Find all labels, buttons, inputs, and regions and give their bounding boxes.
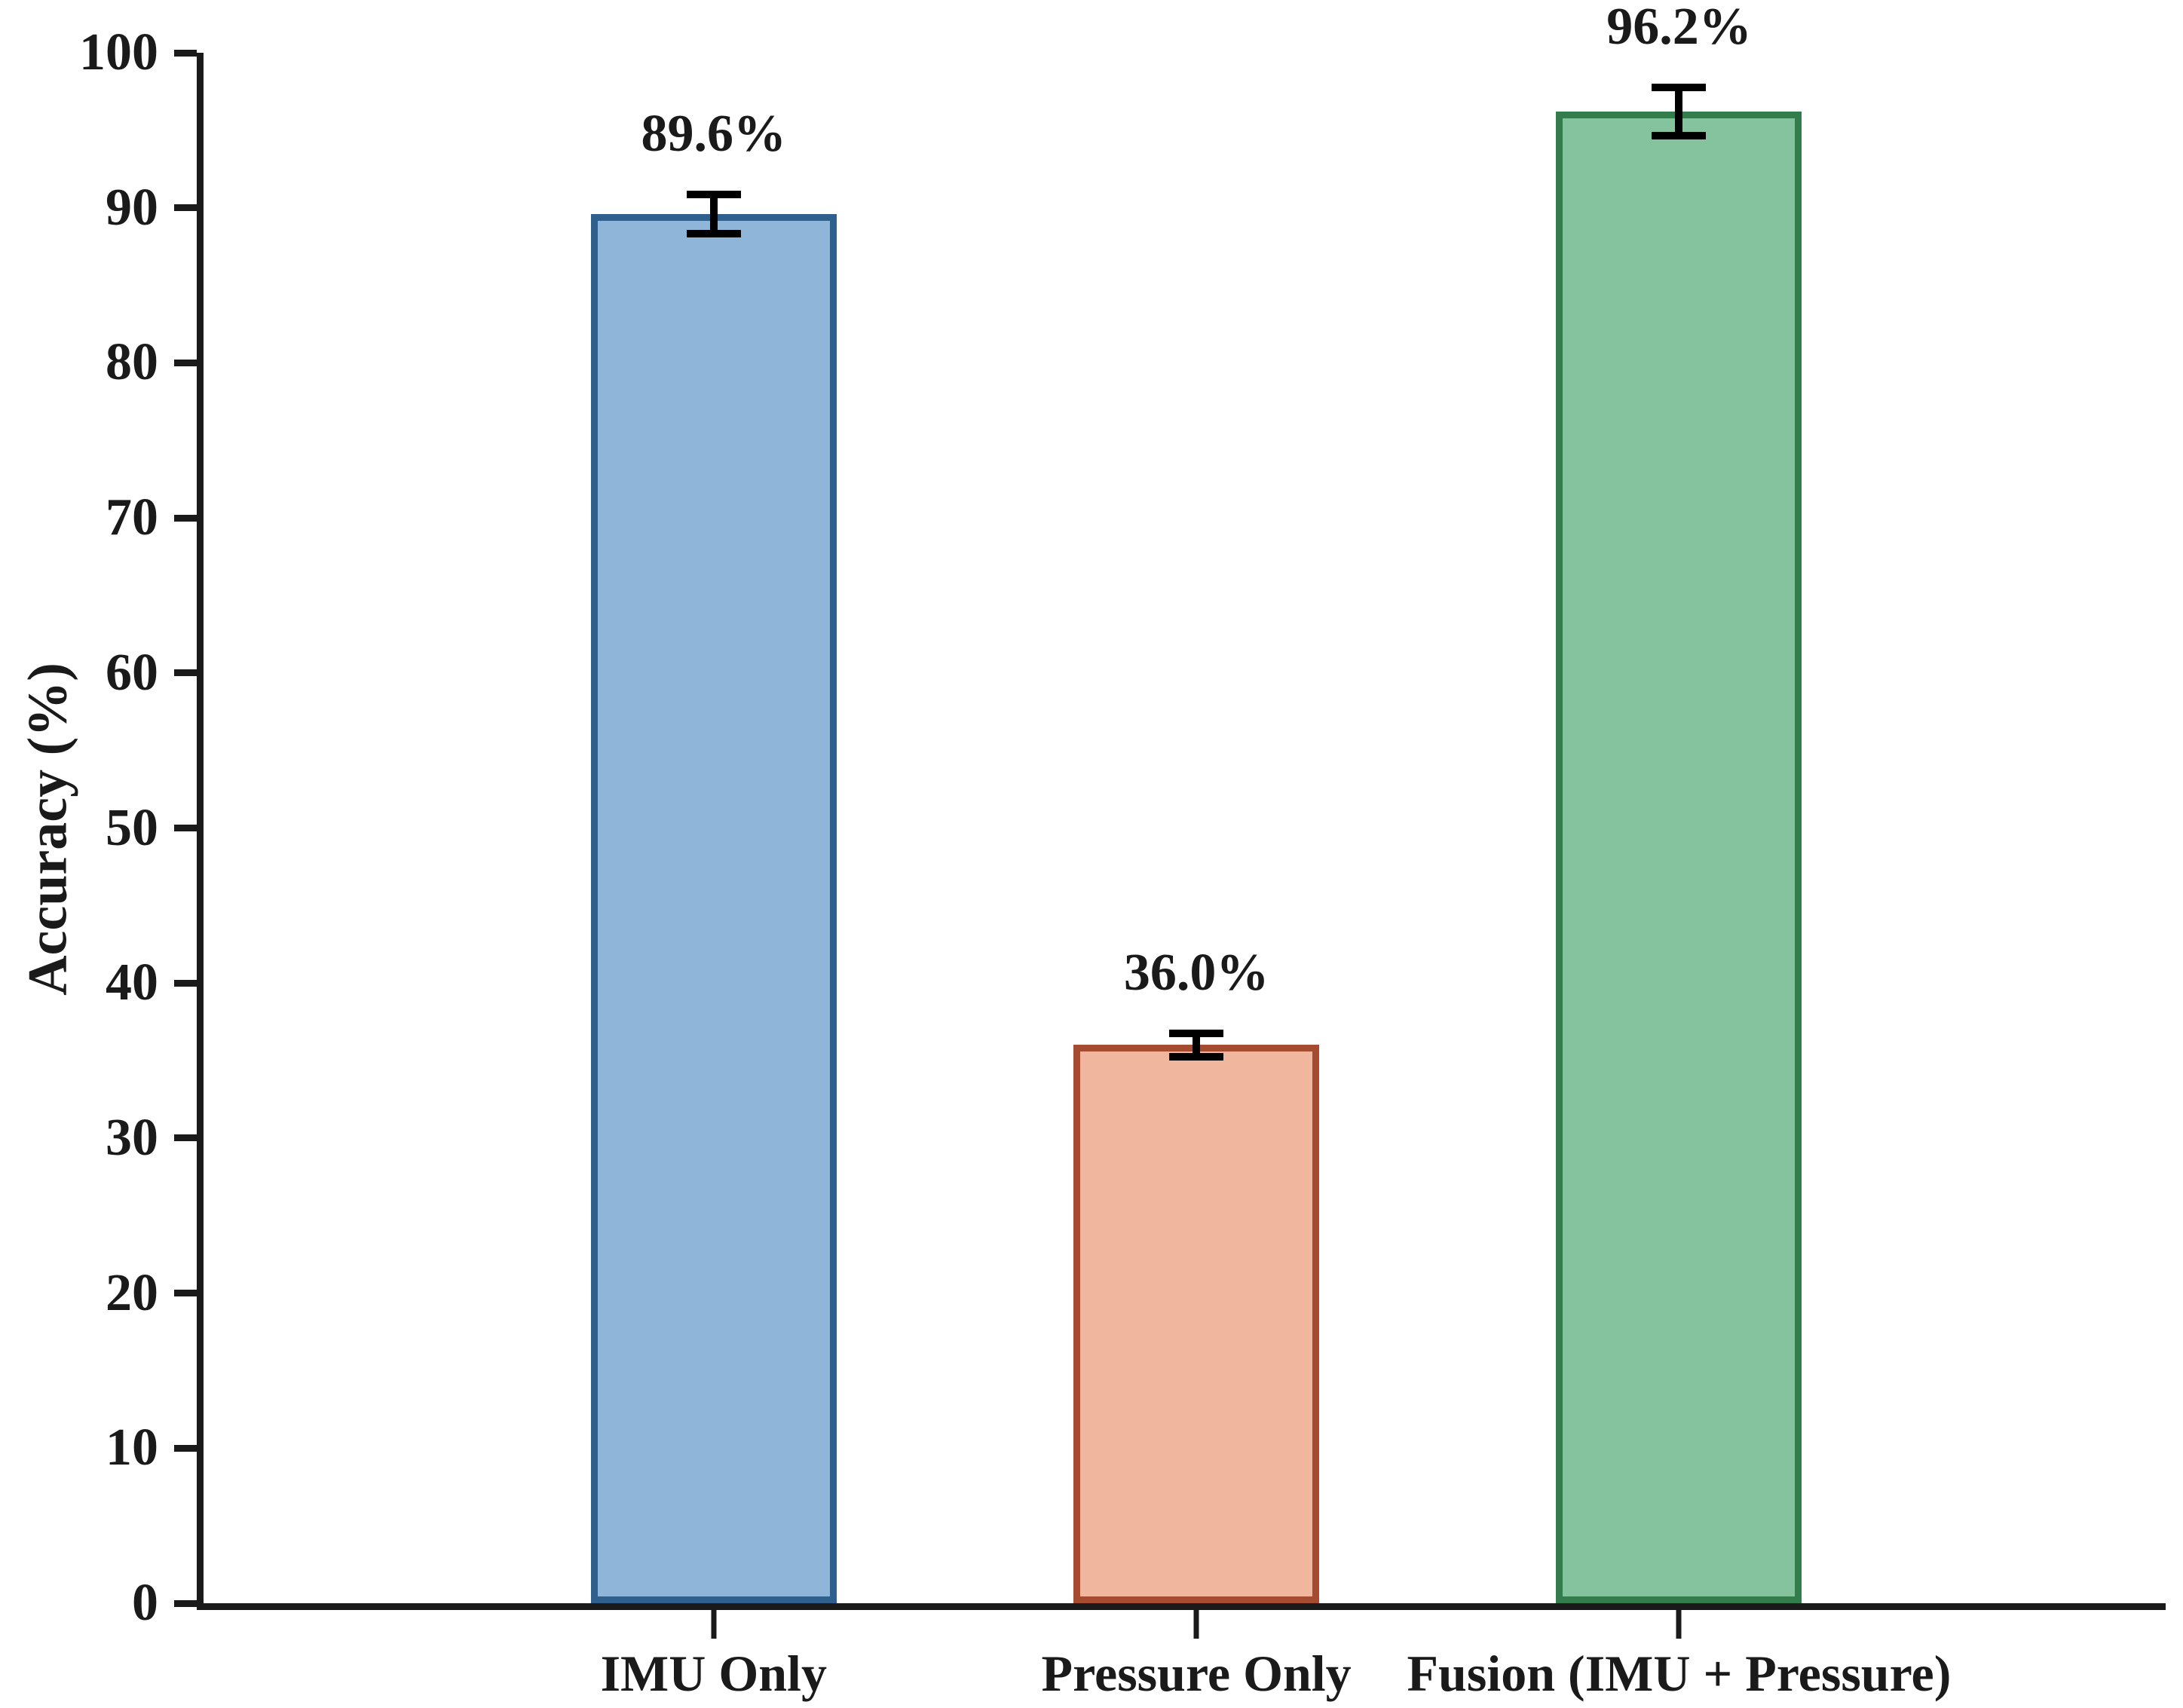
x-tick xyxy=(711,1610,717,1639)
plot-area: 0 10 20 30 40 50 60 70 80 90 100 89.6% 36.0% 96.2% I… xyxy=(79,1,2166,1701)
error-bar-cap-bottom xyxy=(1169,1053,1224,1061)
bar-value-label: 36.0% xyxy=(1123,943,1269,1002)
bar-value-label: 96.2% xyxy=(1606,0,1752,57)
bar xyxy=(590,213,837,1603)
y-tick xyxy=(174,1290,197,1297)
y-tick-label: 0 xyxy=(132,1574,158,1632)
error-bar-line xyxy=(1193,1029,1201,1061)
y-tick-label: 70 xyxy=(106,488,158,547)
y-tick xyxy=(174,359,197,366)
error-bar-cap-top xyxy=(1652,84,1707,92)
error-bar-line xyxy=(1675,84,1683,140)
y-tick xyxy=(174,1134,197,1142)
error-bar-line xyxy=(709,191,718,237)
y-tick xyxy=(174,979,197,987)
x-tick xyxy=(1193,1610,1199,1639)
x-tick-label: Pressure Only xyxy=(1041,1645,1352,1702)
error-bar-cap-bottom xyxy=(686,229,741,237)
y-tick-label: 30 xyxy=(106,1108,158,1167)
y-tick xyxy=(174,825,197,831)
y-tick xyxy=(174,49,197,57)
y-tick xyxy=(174,1599,197,1607)
y-tick xyxy=(174,514,197,522)
y-tick-label: 80 xyxy=(106,333,158,392)
bar-value-label: 89.6% xyxy=(641,105,787,164)
y-axis-spine xyxy=(197,53,204,1610)
error-bar-cap-top xyxy=(1169,1029,1224,1037)
bar xyxy=(1073,1045,1320,1603)
bar xyxy=(1556,112,1802,1603)
y-tick-label: 10 xyxy=(106,1419,158,1477)
y-tick-label: 90 xyxy=(106,178,158,237)
x-axis-spine xyxy=(197,1603,2166,1610)
y-tick-label: 20 xyxy=(106,1263,158,1322)
y-tick xyxy=(174,669,197,677)
x-tick-label: Fusion (IMU + Pressure) xyxy=(1407,1645,1952,1702)
error-bar-cap-bottom xyxy=(1652,132,1707,140)
y-tick xyxy=(174,1444,197,1452)
x-tick-label: IMU Only xyxy=(600,1645,827,1702)
error-bar-cap-top xyxy=(686,191,741,199)
y-tick-label: 60 xyxy=(106,643,158,702)
y-tick-label: 50 xyxy=(106,798,158,857)
x-tick xyxy=(1676,1610,1682,1639)
y-tick-label: 40 xyxy=(106,953,158,1012)
y-tick xyxy=(174,204,197,212)
y-tick-label: 100 xyxy=(79,23,158,81)
